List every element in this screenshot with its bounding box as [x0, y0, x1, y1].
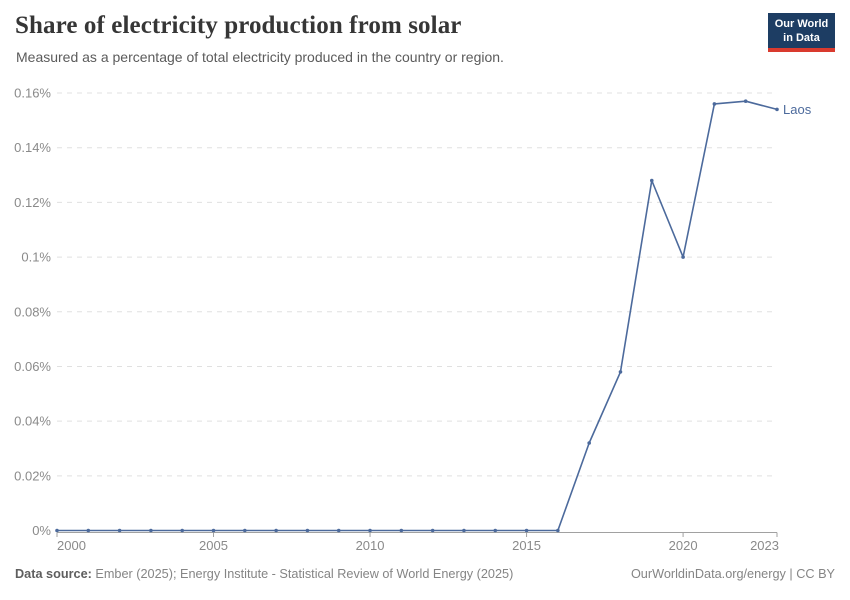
- y-axis-tick-label: 0.08%: [14, 304, 51, 319]
- data-point[interactable]: [587, 441, 591, 445]
- data-point[interactable]: [681, 255, 685, 259]
- owid-logo-box: Our World in Data: [768, 13, 835, 48]
- series-label-laos[interactable]: Laos: [783, 102, 812, 117]
- footer-links: OurWorldinData.org/energy | CC BY: [631, 567, 835, 581]
- y-axis-tick-label: 0.1%: [21, 250, 51, 265]
- data-point[interactable]: [211, 528, 216, 533]
- y-axis-tick-label: 0.04%: [14, 414, 51, 429]
- chart-subtitle: Measured as a percentage of total electr…: [16, 49, 504, 65]
- owid-energy-link[interactable]: OurWorldinData.org/energy: [630, 567, 786, 581]
- data-point[interactable]: [243, 528, 247, 533]
- data-point[interactable]: [556, 528, 560, 533]
- cc-by-link[interactable]: CC BY: [796, 567, 835, 581]
- x-axis-tick-label: 2020: [669, 538, 698, 553]
- x-axis-tick-label: 2005: [199, 538, 228, 553]
- data-point[interactable]: [649, 178, 654, 183]
- data-source-text: Ember (2025); Energy Institute - Statist…: [91, 567, 514, 581]
- y-axis-tick-label: 0.12%: [14, 195, 51, 210]
- data-point[interactable]: [462, 528, 466, 533]
- y-axis-tick-label: 0.14%: [14, 140, 51, 155]
- owid-logo-red-bar: [768, 48, 835, 52]
- page-title: Share of electricity production from sol…: [15, 12, 462, 39]
- owid-logo-line2: in Data: [783, 32, 820, 45]
- data-point[interactable]: [618, 370, 623, 374]
- owid-logo-line1: Our World: [774, 18, 829, 30]
- y-axis-tick-label: 0.02%: [14, 468, 51, 483]
- data-source-label: Data source:: [15, 567, 92, 581]
- data-point[interactable]: [55, 528, 59, 533]
- data-point[interactable]: [180, 528, 185, 533]
- data-point[interactable]: [399, 528, 404, 533]
- data-line-laos[interactable]: [57, 100, 778, 532]
- data-point[interactable]: [149, 528, 153, 533]
- data-point[interactable]: [274, 528, 278, 533]
- y-axis-tick-label: 0%: [32, 523, 51, 538]
- data-point[interactable]: [493, 528, 498, 533]
- owid-logo: Our World in Data: [768, 13, 835, 52]
- data-point[interactable]: [86, 528, 91, 533]
- data-point[interactable]: [524, 528, 529, 533]
- data-point[interactable]: [336, 528, 341, 533]
- chart-footer: Data source: Ember (2025); Energy Instit…: [15, 567, 835, 581]
- data-point[interactable]: [117, 528, 122, 533]
- x-axis-tick-label: 2010: [356, 538, 385, 553]
- x-axis-tick-label: 2000: [57, 538, 86, 553]
- footer-separator: |: [785, 567, 797, 581]
- x-axis-tick-label: 2023: [750, 538, 779, 553]
- data-point[interactable]: [775, 107, 779, 112]
- data-point[interactable]: [712, 102, 717, 106]
- data-point[interactable]: [430, 528, 435, 533]
- data-source-note: Data source: Ember (2025); Energy Instit…: [15, 567, 513, 581]
- data-point[interactable]: [305, 528, 310, 533]
- data-point[interactable]: [743, 99, 748, 104]
- y-axis-tick-label: 0.06%: [14, 359, 51, 374]
- x-axis-tick-label: 2015: [512, 538, 541, 553]
- data-point[interactable]: [368, 528, 372, 533]
- y-axis-tick-label: 0.16%: [14, 86, 51, 101]
